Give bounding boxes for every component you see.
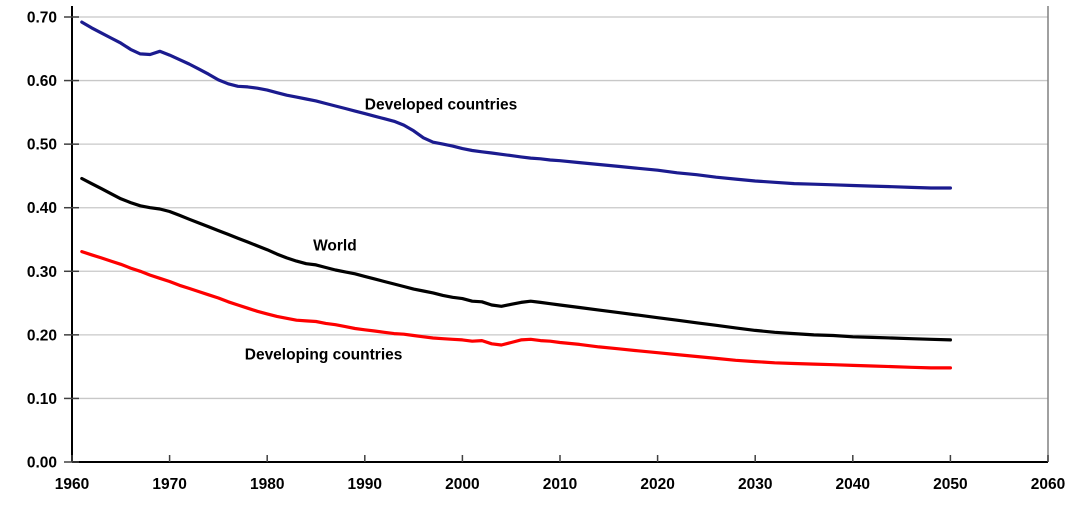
series-line-developed-countries [80, 20, 953, 190]
y-tick-label: 0.00 [27, 455, 57, 472]
y-tick-label: 0.70 [27, 10, 57, 27]
series-label-developed-countries: Developed countries [365, 97, 517, 114]
x-tick-label: 1990 [348, 476, 382, 493]
x-ticks-group: 1960 1970 1980 1990 2000 2010 2020 2030 2040 2050… [55, 455, 1065, 493]
series-label-world: World [313, 238, 357, 255]
y-tick-label: 0.50 [27, 137, 57, 154]
x-tick-label: 1960 [55, 476, 89, 493]
gridlines-group [72, 16, 1048, 400]
x-tick-label: 2030 [738, 476, 772, 493]
x-tick-label: 2060 [1031, 476, 1065, 493]
series-label-developing-countries: Developing countries [245, 346, 403, 363]
y-tick-label: 0.60 [27, 73, 57, 90]
x-tick-label: 1970 [152, 476, 186, 493]
y-tick-label: 0.20 [27, 327, 57, 344]
y-tick-label: 0.10 [27, 391, 57, 408]
x-tick-label: 1980 [250, 476, 284, 493]
y-ticks-group: 0.00 0.10 0.20 0.30 0.40 0.50 0.60 0.70 [27, 10, 79, 472]
x-tick-label: 2010 [543, 476, 577, 493]
y-tick-label: 0.40 [27, 200, 57, 217]
x-tick-label: 2040 [836, 476, 870, 493]
series-line-developing-countries [80, 250, 953, 370]
series-line-world [80, 176, 953, 342]
y-tick-label: 0.30 [27, 264, 57, 281]
x-tick-label: 2050 [933, 476, 967, 493]
x-tick-label: 2020 [640, 476, 674, 493]
x-tick-label: 2000 [445, 476, 479, 493]
